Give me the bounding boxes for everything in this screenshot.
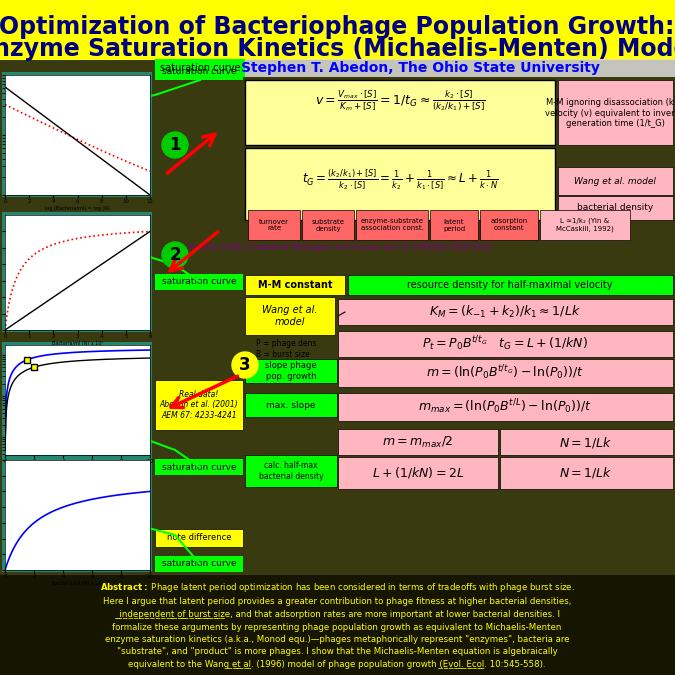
Text: max. slope: max. slope [266,400,316,410]
Bar [2,212,152,332]
Bar [245,393,337,417]
Bar [2,72,152,197]
Bar [356,210,428,240]
Bar [155,274,243,290]
Bar [155,380,243,430]
Text: $P_t = P_0 B^{t/t_G} \quad t_G = L+(1/kN)$: $P_t = P_0 B^{t/t_G} \quad t_G = L+(1/kN… [422,335,588,353]
Bar [0,0,675,60]
Text: saturation curve: saturation curve [162,560,236,568]
Bar [500,429,673,455]
Bar [245,455,337,487]
Text: M-M constant: M-M constant [258,280,332,290]
Text: P = phage dens.
B = burst size: P = phage dens. B = burst size [256,340,319,358]
Text: $N = 1/Lk$: $N = 1/Lk$ [560,435,613,450]
Bar [348,275,673,295]
Text: slope phage
pop. growth: slope phage pop. growth [265,361,317,381]
Text: $t_G = \frac{(k_2/k_1)+[S]}{k_2\cdot[S]} = \frac{1}{k_2}+\frac{1}{k_1\cdot[S]} \: $t_G = \frac{(k_2/k_1)+[S]}{k_2\cdot[S]}… [302,167,498,192]
Circle shape [162,242,188,268]
Bar [155,59,675,77]
Text: adsorption
constant: adsorption constant [490,219,528,232]
Bar [155,59,245,77]
Text: $m = m_{max}/2$: $m = m_{max}/2$ [382,435,454,450]
Text: 2: 2 [169,246,181,264]
X-axis label: Bacteria/ml (N) x 10⁸: Bacteria/ml (N) x 10⁸ [52,341,103,346]
Text: turnover
rate: turnover rate [259,219,289,232]
Bar [338,429,498,455]
Bar [500,457,673,489]
Text: saturation curve: saturation curve [162,68,236,76]
Bar [245,297,335,335]
Bar [338,457,498,489]
Bar [155,529,243,547]
Text: saturation curve: saturation curve [160,63,240,73]
Text: Abedon (2009). Foodborne Pathogens and Disease (doi:10.1089/fpd.2008.0242): Abedon (2009). Foodborne Pathogens and D… [187,242,493,252]
Text: note difference: note difference [167,533,232,543]
Bar [302,210,354,240]
Text: calc. half-max
bacterial density: calc. half-max bacterial density [259,461,323,481]
Bar [540,210,630,240]
Text: M-M ignoring disassociation (k₁);
velocity (v) equivalent to inverse
generation : M-M ignoring disassociation (k₁); veloci… [545,98,675,128]
X-axis label: log (Bacteria/ml) = log (N): log (Bacteria/ml) = log (N) [45,206,110,211]
Text: Wang et al.
model: Wang et al. model [263,305,318,327]
Text: Wang et al. model: Wang et al. model [574,176,656,186]
Bar [0,575,675,675]
Bar [245,275,345,295]
Text: $v = \frac{V_{max}\cdot[S]}{K_m+[S]} = 1/t_G \approx \frac{k_2\cdot[S]}{(k_2/k_1: $v = \frac{V_{max}\cdot[S]}{K_m+[S]} = 1… [315,88,485,113]
Text: L ≈1/k₂ (Yin &
McCaskill, 1992): L ≈1/k₂ (Yin & McCaskill, 1992) [556,218,614,232]
Bar [2,342,152,457]
Text: 4: 4 [95,466,106,484]
Text: Real data!
Abedon et al. (2001)
AEM 67: 4233-4241: Real data! Abedon et al. (2001) AEM 67: … [159,390,238,420]
Text: Optimization of Bacteriophage Population Growth:: Optimization of Bacteriophage Population… [0,15,675,39]
Text: Stephen T. Abedon, The Ohio State University: Stephen T. Abedon, The Ohio State Univer… [240,61,599,75]
Text: $N = 1/Lk$: $N = 1/Lk$ [560,466,613,481]
Text: $K_M = (k_{-1}+k_2)/k_1 \approx 1/Lk$: $K_M = (k_{-1}+k_2)/k_1 \approx 1/Lk$ [429,304,581,320]
Bar [338,331,673,357]
Text: saturation curve: saturation curve [162,462,236,472]
Text: saturation curve: saturation curve [162,277,236,286]
Bar [245,80,555,145]
X-axis label: Bacteria/ml (N) x 10⁸: Bacteria/ml (N) x 10⁸ [52,580,103,585]
Bar [338,299,673,325]
Bar [155,556,243,572]
Circle shape [87,462,113,488]
Bar [338,393,673,421]
Text: Enzyme Saturation Kinetics (Michaelis-Menten) Model: Enzyme Saturation Kinetics (Michaelis-Me… [0,37,675,61]
Circle shape [162,132,188,158]
Bar [558,196,673,220]
Bar [248,210,300,240]
Text: $L+(1/kN) = 2L$: $L+(1/kN) = 2L$ [372,466,464,481]
Bar [558,167,673,195]
Text: substrate
density: substrate density [311,219,344,232]
X-axis label: Bacteria/ml (N) x 10⁸: Bacteria/ml (N) x 10⁸ [52,466,103,470]
Bar [558,80,673,145]
Text: bacterial density: bacterial density [577,203,653,213]
Text: 3: 3 [239,356,251,374]
Circle shape [232,352,258,378]
Text: resource density for half-maximal velocity: resource density for half-maximal veloci… [407,280,613,290]
Text: $\bf{Abstract:}$ Phage latent period optimization has been considered in terms o: $\bf{Abstract:}$ Phage latent period opt… [99,581,574,669]
Text: latent
period: latent period [443,219,465,232]
Text: enzyme-substrate
association const.: enzyme-substrate association const. [360,219,423,232]
Text: 1: 1 [169,136,181,154]
Bar [430,210,478,240]
Bar [245,148,555,220]
Bar [155,459,243,475]
Bar [245,359,337,383]
Bar [2,457,152,572]
Bar [480,210,538,240]
Text: $m = (\ln(P_0 B^{t/t_G}) - \ln(P_0))/t$: $m = (\ln(P_0 B^{t/t_G}) - \ln(P_0))/t$ [426,364,584,382]
Bar [155,64,243,80]
Bar [338,359,673,387]
Text: $m_{max} = (\ln(P_0 B^{t/L}) - \ln(P_0))/t$: $m_{max} = (\ln(P_0 B^{t/L}) - \ln(P_0))… [418,398,592,416]
